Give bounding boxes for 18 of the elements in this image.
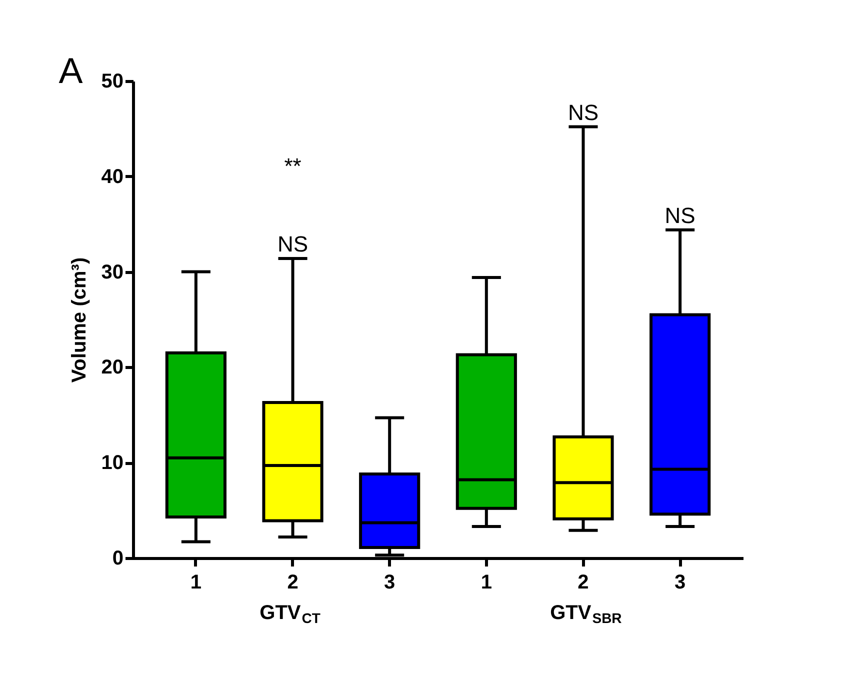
y-tick-label: 50 — [101, 70, 124, 92]
x-tick-label: 1 — [190, 572, 202, 594]
y-tick-label: 10 — [101, 452, 124, 474]
annotation: ** — [284, 153, 302, 178]
y-tick-label: 30 — [101, 261, 124, 284]
annotation: NS — [664, 202, 696, 228]
annotation: NS — [277, 231, 308, 256]
x-tick-label: 2 — [287, 572, 298, 594]
chart-title: A — [58, 50, 83, 91]
x-tick-label: 1 — [480, 572, 492, 594]
annotation: NS — [568, 100, 599, 125]
y-tick-label: 20 — [101, 356, 124, 379]
x-tick-label: 3 — [674, 572, 686, 594]
y-axis-title: Volume (cm³) — [68, 257, 90, 383]
x-tick-label: 3 — [384, 572, 396, 594]
x-tick-label: 2 — [578, 572, 589, 594]
y-tick-label: 40 — [101, 166, 124, 188]
y-tick-label: 0 — [112, 548, 124, 570]
